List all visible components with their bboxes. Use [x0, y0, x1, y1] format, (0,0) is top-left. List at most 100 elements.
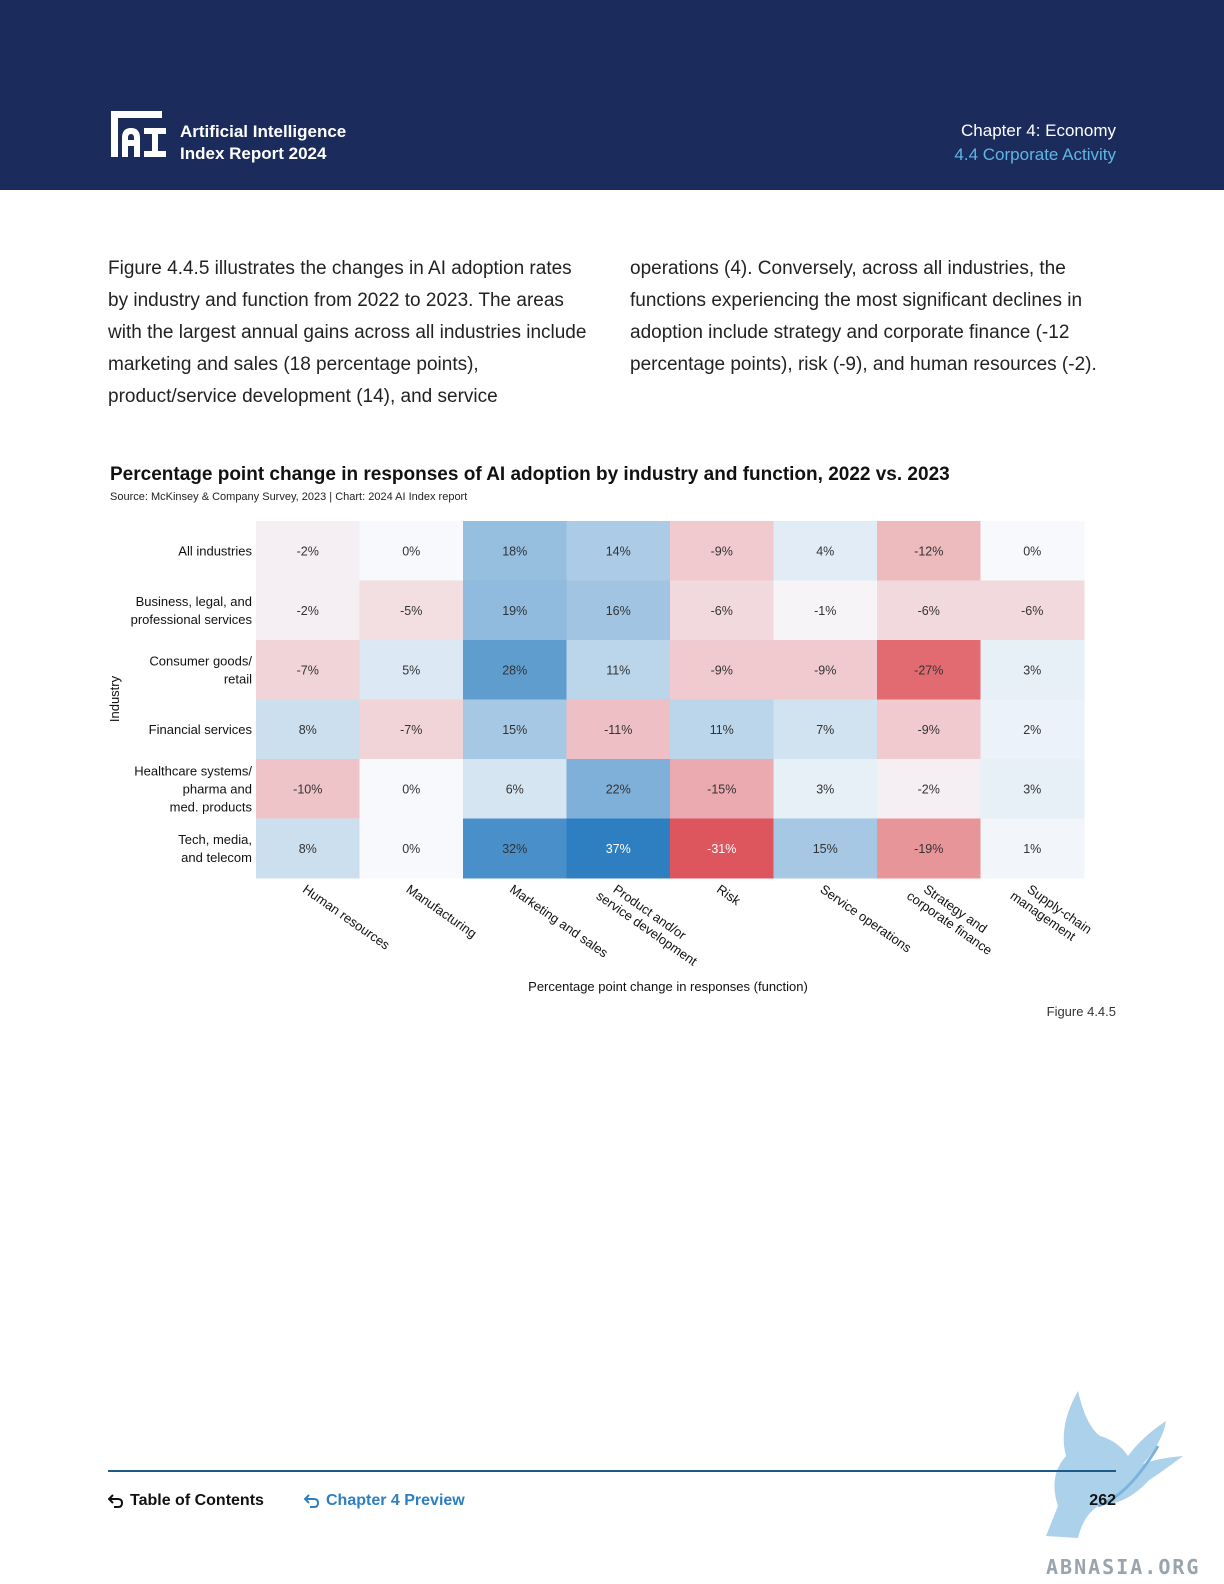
heatmap-cell [773, 640, 878, 700]
column-label: Service operations [817, 881, 914, 955]
cell-value-label: 0% [402, 544, 420, 558]
heatmap-cell [566, 759, 671, 819]
cell-value-label: -9% [814, 663, 836, 677]
heatmap-cell [256, 759, 360, 819]
cell-value-label: -1% [814, 604, 836, 618]
column-label: Product and/orservice development [594, 876, 709, 969]
heatmap-cell [359, 640, 464, 700]
cell-value-label: 37% [606, 842, 631, 856]
heatmap-cell [773, 580, 878, 641]
heatmap-cell [463, 759, 567, 819]
cell-value-label: -6% [918, 604, 940, 618]
cell-value-label: -9% [711, 544, 733, 558]
cell-value-label: -9% [711, 663, 733, 677]
cell-value-label: 19% [502, 604, 527, 618]
heatmap-cell [877, 759, 981, 819]
chapter-title: Chapter 4: Economy [961, 121, 1116, 140]
heatmap-cell [773, 521, 878, 581]
row-label: All industries [178, 543, 252, 558]
cell-value-label: 2% [1023, 723, 1041, 737]
heatmap-cell [256, 580, 360, 641]
heatmap-cell [359, 521, 464, 581]
chart-source: Source: McKinsey & Company Survey, 2023 … [110, 491, 468, 503]
column-label: Risk [714, 881, 744, 908]
heatmap-cell [980, 640, 1085, 700]
cell-value-label: 16% [606, 604, 631, 618]
heatmap-cell [359, 759, 464, 819]
heatmap-cell [566, 699, 671, 760]
watermark-text: ABNASIA.ORG [1046, 1555, 1201, 1579]
cell-value-label: -2% [297, 544, 319, 558]
cell-value-label: 0% [1023, 544, 1041, 558]
cell-value-label: 15% [813, 842, 838, 856]
chapter-preview-link[interactable]: Chapter 4 Preview [304, 1492, 465, 1510]
cell-value-label: -19% [914, 842, 943, 856]
heatmap-cell [359, 818, 464, 879]
chart-title: Percentage point change in responses of … [110, 464, 950, 485]
cell-value-label: -15% [707, 782, 736, 796]
heatmap-cell [566, 580, 671, 641]
cell-value-label: 5% [402, 663, 420, 677]
heatmap-cell [670, 521, 774, 581]
heatmap-cell [463, 640, 567, 700]
heatmap-cell [359, 699, 464, 760]
y-axis-title: Industry [107, 675, 122, 722]
heatmap-cell [980, 521, 1085, 581]
column-label: Human resources [300, 881, 393, 952]
heatmap-cell [877, 580, 981, 641]
heatmap-cell [980, 699, 1085, 760]
cell-value-label: 11% [710, 723, 734, 737]
heatmap-cell [566, 521, 671, 581]
heatmap-cell [463, 580, 567, 641]
column-label: Marketing and sales [507, 881, 611, 960]
heatmap-cell [980, 759, 1085, 819]
heatmap-cell [566, 640, 671, 700]
cell-value-label: 32% [502, 842, 527, 856]
heatmap-cell [670, 818, 774, 879]
column-label: Supply-chainmanagement [1008, 876, 1095, 949]
heatmap-cell [670, 580, 774, 641]
heatmap-cell [256, 640, 360, 700]
cell-value-label: 0% [402, 842, 420, 856]
heatmap-cell [256, 521, 360, 581]
heatmap-cell [773, 759, 878, 819]
heatmap-cell [877, 699, 981, 760]
heatmap-cell [773, 818, 878, 879]
return-arrow-icon [108, 1494, 124, 1508]
row-label: Business, legal, and professional service… [131, 594, 253, 627]
chapter-heading: Chapter 4: Economy 4.4 Corporate Activit… [954, 119, 1116, 167]
cell-value-label: -11% [604, 723, 632, 737]
cell-value-label: -7% [400, 723, 422, 737]
heatmap-cell [877, 640, 981, 700]
cell-value-label: 15% [502, 723, 527, 737]
heatmap-cell [670, 699, 774, 760]
footer-divider [108, 1470, 1116, 1472]
heatmap-cell [463, 818, 567, 879]
cell-value-label: 6% [506, 782, 524, 796]
table-of-contents-link[interactable]: Table of Contents [108, 1492, 264, 1510]
cell-value-label: -9% [918, 723, 940, 737]
cell-value-label: 1% [1023, 842, 1041, 856]
cell-value-label: -31% [707, 842, 736, 856]
body-paragraph-left: Figure 4.4.5 illustrates the changes in … [108, 258, 587, 407]
section-title: 4.4 Corporate Activity [954, 145, 1116, 164]
cell-value-label: 8% [299, 842, 317, 856]
cell-value-label: -7% [297, 663, 319, 677]
cell-value-label: 14% [606, 544, 631, 558]
row-label: Tech, media, and telecom [178, 832, 252, 865]
x-axis-title: Percentage point change in responses (fu… [528, 979, 808, 994]
heatmap-cell [980, 818, 1085, 879]
column-label: Strategy andcorporate finance [904, 876, 1003, 958]
cell-value-label: 7% [816, 723, 834, 737]
cell-value-label: 4% [816, 544, 834, 558]
cell-value-label: 18% [502, 544, 527, 558]
heatmap-cell [359, 580, 464, 641]
heatmap-cell [256, 818, 360, 879]
cell-value-label: 8% [299, 723, 317, 737]
cell-value-label: -12% [914, 544, 943, 558]
heatmap-cell [670, 640, 774, 700]
page-header: Artificial Intelligence Index Report 202… [0, 0, 1224, 190]
cell-value-label: 3% [816, 782, 834, 796]
heatmap-cell [256, 699, 360, 760]
cell-value-label: 11% [606, 663, 630, 677]
